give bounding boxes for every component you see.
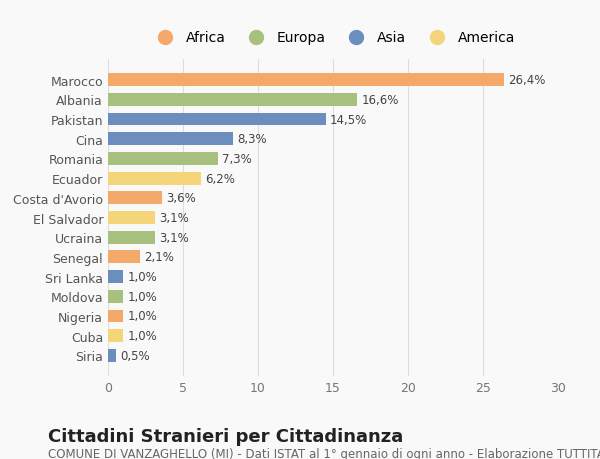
- Text: 1,0%: 1,0%: [128, 330, 157, 342]
- Bar: [108, 153, 218, 165]
- Bar: [108, 251, 139, 264]
- Bar: [108, 310, 123, 323]
- Legend: Africa, Europa, Asia, America: Africa, Europa, Asia, America: [145, 25, 521, 50]
- Text: 7,3%: 7,3%: [222, 152, 252, 166]
- Text: 3,6%: 3,6%: [167, 192, 196, 205]
- Text: Cittadini Stranieri per Cittadinanza: Cittadini Stranieri per Cittadinanza: [48, 427, 403, 445]
- Bar: [108, 330, 123, 342]
- Text: COMUNE DI VANZAGHELLO (MI) - Dati ISTAT al 1° gennaio di ogni anno - Elaborazion: COMUNE DI VANZAGHELLO (MI) - Dati ISTAT …: [48, 448, 600, 459]
- Bar: [108, 271, 123, 283]
- Bar: [108, 172, 201, 185]
- Bar: [108, 212, 155, 224]
- Text: 1,0%: 1,0%: [128, 270, 157, 284]
- Bar: [108, 290, 123, 303]
- Text: 16,6%: 16,6%: [361, 94, 399, 106]
- Text: 8,3%: 8,3%: [237, 133, 266, 146]
- Text: 14,5%: 14,5%: [330, 113, 367, 126]
- Text: 2,1%: 2,1%: [144, 251, 174, 264]
- Text: 6,2%: 6,2%: [205, 172, 235, 185]
- Text: 3,1%: 3,1%: [159, 212, 189, 224]
- Bar: [108, 113, 325, 126]
- Text: 26,4%: 26,4%: [509, 74, 546, 87]
- Bar: [108, 133, 233, 146]
- Text: 0,5%: 0,5%: [120, 349, 149, 362]
- Text: 1,0%: 1,0%: [128, 290, 157, 303]
- Text: 3,1%: 3,1%: [159, 231, 189, 244]
- Bar: [108, 192, 162, 205]
- Bar: [108, 231, 155, 244]
- Bar: [108, 349, 115, 362]
- Text: 1,0%: 1,0%: [128, 310, 157, 323]
- Bar: [108, 74, 504, 87]
- Bar: [108, 94, 357, 106]
